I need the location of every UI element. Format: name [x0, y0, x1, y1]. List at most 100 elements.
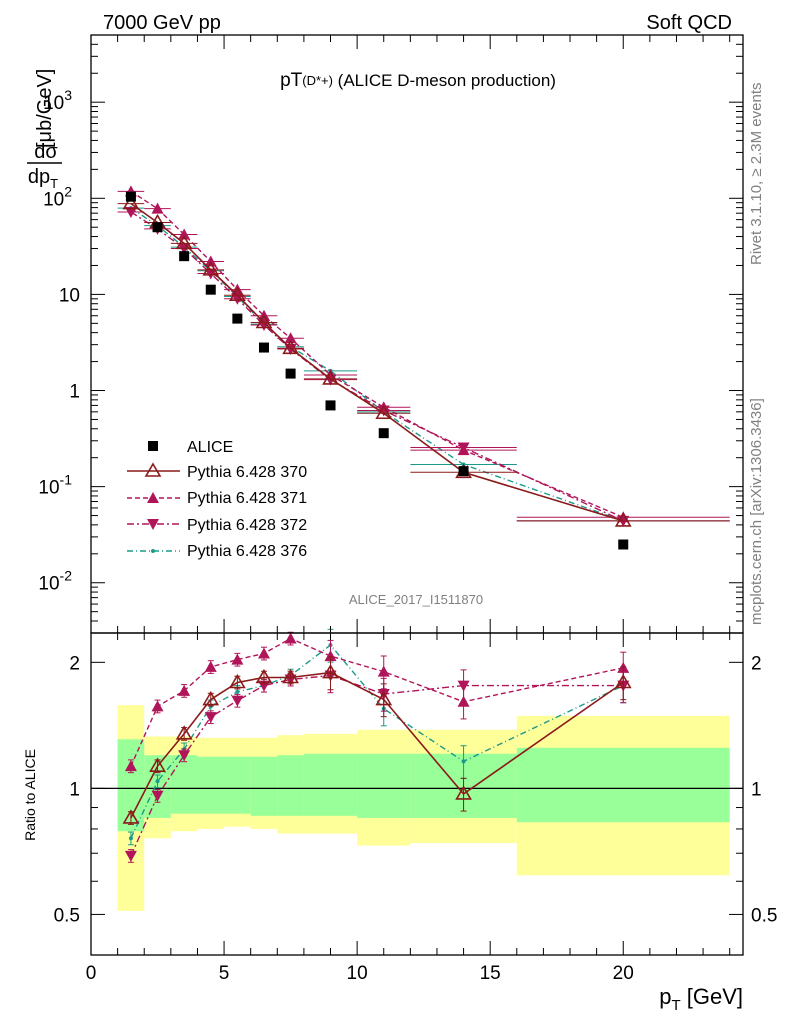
legend: ALICE Pythia 6.428 370 Pythia 6.428 371 …: [127, 439, 307, 560]
ratio-y-tick-label-right-0.5: 0.5: [751, 905, 777, 926]
series-1-main-line: [130, 190, 624, 518]
series-1-main-point-3: [204, 255, 217, 267]
series-2-main-point-3: [204, 268, 217, 280]
legend-entry-376: Pythia 6.428 376: [127, 543, 307, 560]
y-tick-label-4: 102: [43, 183, 72, 210]
series-2-ratio-point-4: [231, 695, 244, 707]
y-label-numerator: dσ: [34, 141, 58, 163]
series-2-main-point-0: [124, 207, 137, 219]
alice-point-8: [378, 428, 389, 439]
green-band-bin-6: [277, 755, 304, 816]
series-0-ratio-point-8: [375, 690, 393, 706]
series-0-main-point-10: [614, 512, 632, 527]
y-axis-label: dσ dpT [μb/GeV]: [27, 69, 62, 191]
x-tick-label-15: 15: [480, 963, 501, 984]
legend-label-370: Pythia 6.428 370: [187, 464, 307, 481]
x-tick-label-10: 10: [347, 963, 368, 984]
y-tick-label-0: 10-2: [38, 568, 72, 595]
legend-entry-alice: ALICE: [148, 439, 233, 456]
series-3-ratio-point-0: [128, 836, 133, 841]
y-label-denominator: dpT: [28, 166, 58, 191]
series-0-ratio-point-10: [614, 673, 632, 689]
y-tick-label-3: 10: [59, 285, 80, 306]
legend-label-376: Pythia 6.428 376: [187, 543, 307, 560]
x-tick-label-0: 0: [86, 963, 97, 984]
series-3-ratio-point-4: [235, 689, 240, 694]
series-1-main-point-1: [151, 202, 164, 214]
legend-marker-370: [144, 462, 162, 477]
series-0-ratio-point-6: [282, 668, 299, 684]
series-1-ratio-point-9: [457, 695, 470, 707]
series-0-ratio-point-1: [149, 757, 166, 772]
mcplots-url-label: mcplots.cern.ch [arXiv:1306.3436]: [748, 398, 765, 625]
series-1-main-point-6: [284, 332, 297, 344]
series-3-main-line: [130, 207, 624, 522]
y-label-unit: [μb/GeV]: [34, 69, 56, 148]
plot-frames: [90, 34, 744, 956]
legend-label-alice: ALICE: [187, 439, 233, 456]
series-1-ratio-point-7: [324, 650, 337, 662]
legend-marker-371: [147, 492, 159, 503]
green-band-bin-8: [357, 753, 411, 818]
ratio-y-axis-label: Ratio to ALICE: [22, 749, 38, 841]
alice-point-6: [285, 368, 296, 379]
series-1-ratio-point-6: [284, 632, 297, 644]
green-band-bin-10: [516, 747, 730, 823]
ratio-y-tick-label-right-1: 1: [751, 779, 762, 800]
series-1-ratio-point-4: [231, 653, 244, 665]
alice-point-4: [232, 313, 243, 324]
series-2-ratio-point-2: [178, 750, 191, 762]
series-0-main-point-2: [175, 234, 193, 250]
analysis-id-label: ALICE_2017_I1511870: [349, 592, 483, 607]
series-layer: [117, 185, 730, 863]
series-1-ratio-point-1: [151, 700, 164, 712]
ratio-y-tick-label-1: 1: [69, 779, 80, 800]
ratio-y-tick-label-right-2: 2: [751, 653, 762, 674]
series-0-ratio-point-9: [455, 785, 472, 800]
green-band-bin-5: [250, 756, 278, 816]
y-tick-label-2: 1: [69, 382, 80, 403]
x-axis-label: pT [GeV]: [659, 984, 743, 1014]
plot-title: pT(D*+) (ALICE D-meson production): [280, 70, 556, 91]
series-0-ratio-point-4: [228, 673, 246, 689]
series-1-ratio-point-2: [178, 684, 191, 696]
ratio-y-tick-label-2: 2: [69, 653, 80, 674]
series-0-ratio-point-0: [122, 809, 140, 824]
series-0-main-point-4: [228, 286, 246, 302]
x-tick-label-20: 20: [613, 963, 634, 984]
alice-point-5: [258, 342, 269, 353]
uncertainty-bands: [117, 705, 730, 911]
series-3-ratio-point-1: [155, 779, 160, 784]
series-0-main-point-0: [122, 195, 140, 210]
series-0-main-point-3: [202, 261, 220, 276]
green-band-bin-7: [303, 753, 358, 816]
y-tick-label-5: 103: [43, 87, 72, 114]
legend-marker-372: [147, 519, 159, 530]
legend-entry-370: Pythia 6.428 370: [127, 462, 307, 481]
series-3-ratio-point-9: [461, 759, 466, 764]
green-band-bin-4: [224, 756, 251, 814]
alice-point-0: [125, 191, 136, 202]
green-band-bin-3: [197, 756, 225, 814]
alice-point-3: [205, 284, 216, 295]
series-1-ratio-point-0: [124, 760, 137, 772]
rivet-version-label: Rivet 3.1.10, ≥ 2.3M events: [748, 83, 765, 266]
series-1-main-point-2: [178, 228, 191, 240]
header-category-label: Soft QCD: [646, 12, 732, 34]
series-2-ratio-point-5: [257, 680, 270, 692]
legend-label-372: Pythia 6.428 372: [187, 517, 307, 534]
series-0-main-point-7: [322, 370, 339, 385]
series-0-ratio-point-2: [175, 725, 193, 740]
series-2-main-point-4: [231, 293, 244, 305]
alice-point-9: [458, 466, 469, 477]
ratio-plot-frame: [90, 632, 744, 956]
series-1-main-point-9: [457, 444, 470, 456]
series-1-ratio-point-3: [204, 660, 217, 672]
x-tick-label-5: 5: [219, 963, 230, 984]
series-0-ratio-point-3: [202, 690, 220, 706]
alice-point-7: [325, 400, 336, 411]
series-2-ratio-point-0: [124, 850, 137, 862]
series-1-ratio-point-8: [377, 665, 390, 677]
legend-marker-376: [151, 549, 155, 553]
